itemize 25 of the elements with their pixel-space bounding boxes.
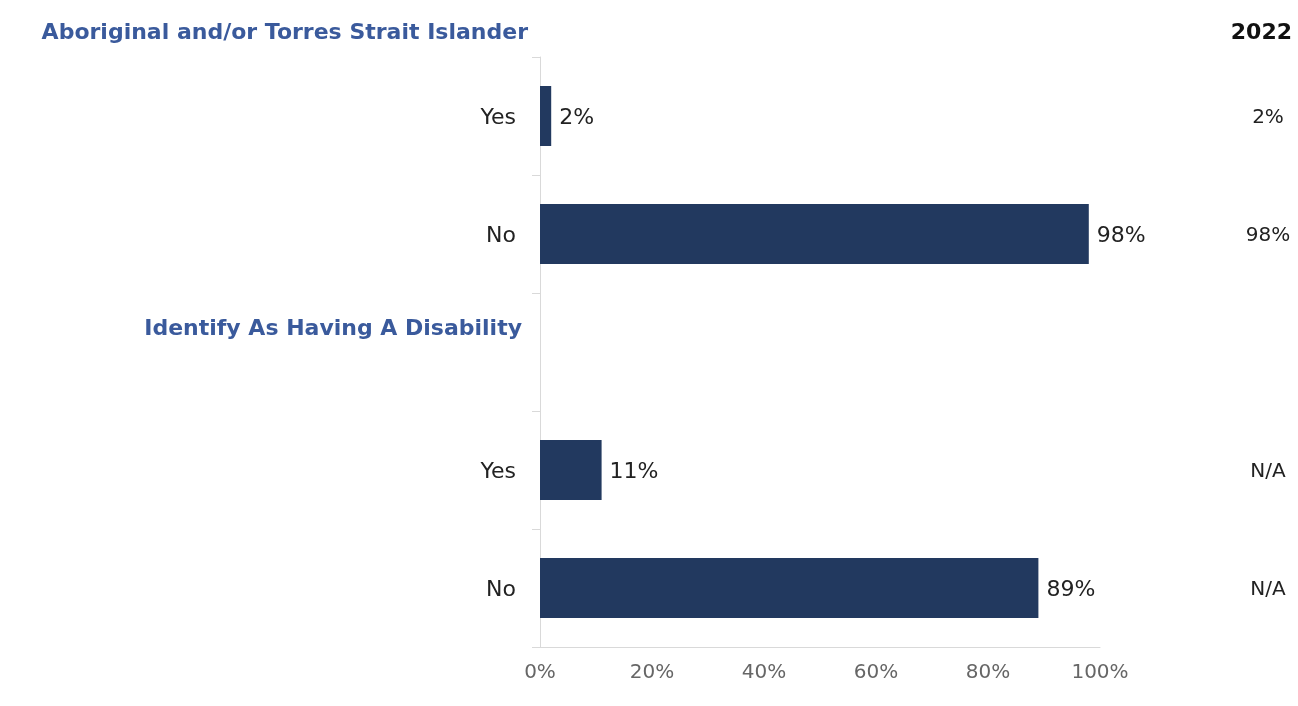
y-tick-label: Yes [479,103,516,129]
x-tick-label: 80% [965,659,1011,683]
x-tick-label: 0% [524,659,556,683]
text: 2022 [1230,18,1292,44]
text: 2% [1252,104,1284,128]
x-tick-label: 100% [1071,659,1129,683]
x-tick-label: 40% [741,659,787,683]
data-label: 89% [1046,575,1096,601]
text: Aboriginal and/or Torres Strait Islander [41,18,529,44]
bar [540,440,602,500]
text: 98% [1245,222,1291,246]
text: Identify As Having A Disability [144,314,522,340]
x-tick-label: 20% [629,659,675,683]
x-tick-label: 60% [853,659,899,683]
bar [540,204,1089,264]
data-label: 98% [1096,221,1146,247]
y-tick-label: No [486,575,516,601]
y-tick-label: No [486,221,516,247]
data-label: 2% [559,103,595,129]
text: N/A [1250,458,1286,482]
bar [540,86,552,146]
bar [540,558,1039,618]
y-tick-label: Yes [479,457,516,483]
data-label: 11% [609,457,659,483]
text: N/A [1250,576,1286,600]
